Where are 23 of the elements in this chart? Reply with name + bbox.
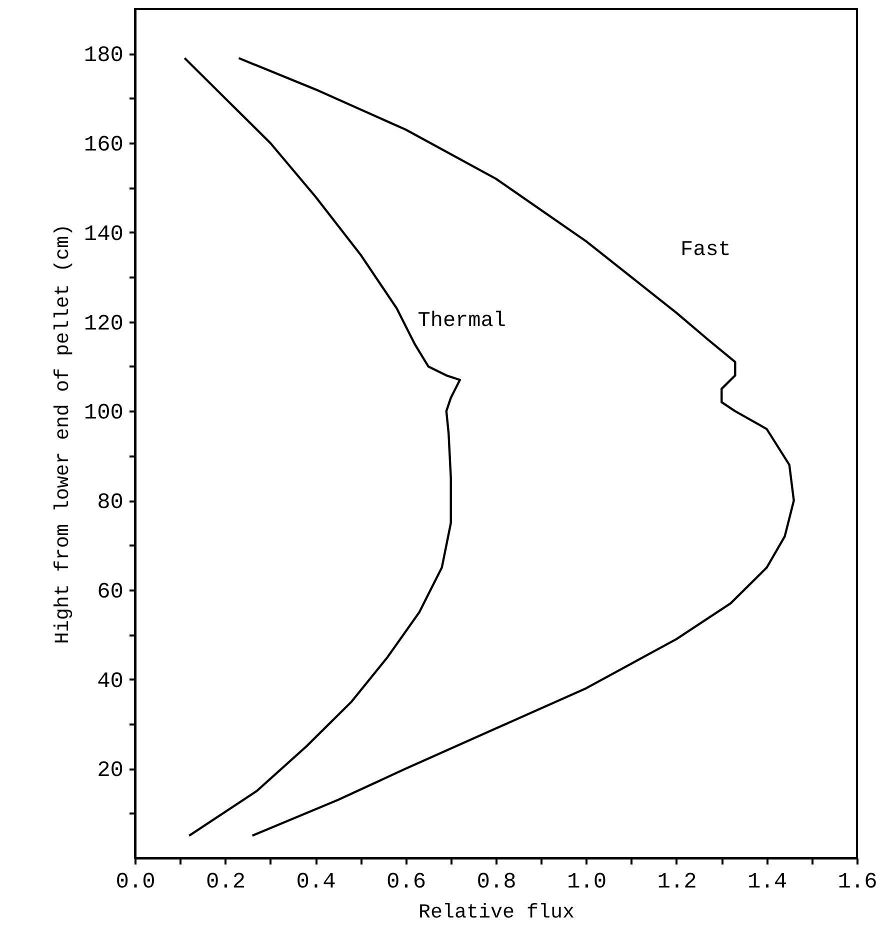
x-tick-label: 0.8: [476, 870, 516, 894]
annotation: Fast: [680, 238, 731, 262]
y-tick-label: 100: [84, 400, 124, 426]
x-tick-label: 1.6: [838, 870, 878, 894]
y-axis-title: Hight from lower end of pellet (cm): [52, 224, 75, 644]
x-tick-label: 0.4: [296, 870, 336, 894]
y-tick-label: 140: [84, 222, 124, 247]
y-tick-label: 120: [84, 311, 124, 336]
annotation: Thermal: [418, 310, 506, 333]
x-tick-label: 0.2: [206, 870, 246, 894]
y-tick-label: 60: [97, 579, 124, 604]
x-tick-label: 0.0: [116, 870, 156, 894]
y-tick-label: 180: [84, 43, 124, 68]
y-tick-label: 80: [97, 490, 124, 516]
y-tick-label: 40: [97, 668, 124, 694]
line-series: [238, 57, 795, 837]
x-tick-label: 1.4: [747, 870, 788, 894]
x-tick-label: 1.0: [566, 870, 607, 894]
x-tick-label: 1.2: [657, 870, 697, 894]
y-tick-label: 20: [97, 758, 124, 784]
x-axis-title: Relative flux: [418, 902, 575, 924]
y-tick-label: 160: [84, 132, 124, 158]
x-tick-label: 0.6: [386, 870, 426, 894]
